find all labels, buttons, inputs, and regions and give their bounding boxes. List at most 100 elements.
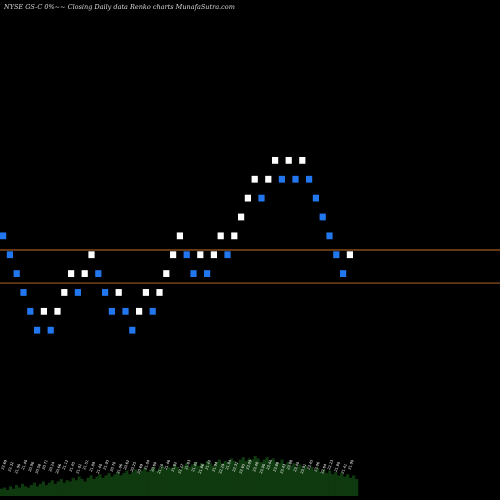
- volume-date-label: 22.23: [327, 459, 334, 470]
- volume-bar: [134, 469, 138, 496]
- renko-brick: [170, 251, 177, 259]
- volume-bar: [289, 465, 293, 496]
- volume-bar: [307, 469, 311, 496]
- volume-bar: [113, 474, 117, 496]
- volume-bar: [122, 472, 126, 496]
- volume-bar: [205, 460, 210, 496]
- volume-bar: [268, 460, 272, 496]
- volume-date-label: 22.27: [177, 463, 184, 474]
- renko-brick: [265, 175, 272, 183]
- renko-bricks: [0, 156, 353, 334]
- volume-bar: [140, 470, 144, 496]
- volume-bar: [235, 463, 239, 496]
- volume-date-label: 20.62: [123, 459, 130, 470]
- volume-bar: [295, 466, 299, 496]
- volume-bar: [226, 462, 230, 496]
- volume-bar: [26, 487, 31, 496]
- volume-bar: [101, 477, 105, 496]
- volume-bar: [47, 482, 51, 496]
- renko-brick: [333, 251, 340, 259]
- volume-date-label: 20.69: [137, 463, 145, 475]
- volume-bar: [155, 470, 159, 496]
- volume-bar: [211, 465, 215, 496]
- volume-date-label: 23.43: [279, 463, 286, 474]
- volume-bar: [38, 483, 42, 496]
- volume-date-label: 23.40: [293, 461, 301, 473]
- volume-bar: [95, 476, 99, 496]
- volume-bar: [92, 479, 96, 496]
- renko-brick: [224, 251, 231, 259]
- volume-date-label: 20.25: [130, 461, 137, 472]
- volume-bar: [190, 464, 195, 496]
- volume-bar: [62, 482, 66, 496]
- renko-brick: [285, 156, 292, 164]
- volume-bar: [65, 480, 69, 496]
- renko-brick: [204, 270, 211, 277]
- volume-bar: [149, 469, 153, 496]
- volume-bar: [181, 465, 186, 496]
- volume-bar: [283, 464, 287, 496]
- volume-bar: [77, 476, 81, 496]
- volume-bar: [193, 462, 198, 496]
- volume-bar: [238, 459, 242, 496]
- volume-bar: [143, 468, 147, 496]
- volume-date-label: 22.64: [320, 463, 328, 475]
- volume-bar: [241, 457, 245, 496]
- volume-bar: [259, 462, 263, 496]
- renko-brick: [346, 251, 353, 259]
- volume-bar: [68, 481, 72, 496]
- volume-bar: [319, 471, 323, 496]
- volume-bar: [250, 459, 254, 496]
- volume-bar: [20, 483, 25, 496]
- renko-brick: [61, 289, 68, 296]
- renko-brick: [0, 232, 7, 240]
- volume-bar: [125, 470, 129, 496]
- renko-brick: [231, 232, 238, 240]
- volume-bar: [196, 465, 201, 496]
- volume-bar: [104, 475, 108, 496]
- renko-brick: [102, 289, 109, 296]
- volume-bar: [2, 487, 7, 496]
- renko-brick: [40, 307, 47, 315]
- volume-date-label: 21.41: [341, 463, 348, 474]
- volume-bar: [271, 458, 275, 496]
- volume-bar: [8, 486, 13, 496]
- reference-lines: [0, 249, 500, 284]
- renko-brick: [163, 270, 170, 277]
- renko-brick: [108, 307, 115, 315]
- volume-bar: [11, 488, 16, 496]
- volume-bar: [220, 463, 224, 496]
- renko-brick: [156, 289, 163, 296]
- volume-bar: [229, 458, 233, 496]
- renko-brick: [129, 326, 136, 334]
- volume-date-label: 23.06: [313, 461, 321, 473]
- volume-bar: [14, 485, 19, 496]
- volume-bar: [265, 457, 269, 496]
- chart-title: NYSE GS-C 0%~~ Closing Daily data Renko …: [3, 3, 235, 11]
- volume-date-label: 20.98: [28, 461, 36, 473]
- volume-bar: [223, 460, 227, 496]
- volume-date-label: 22.31: [232, 461, 239, 472]
- volume-bar: [277, 463, 281, 496]
- volume-bar: [71, 477, 75, 496]
- volume-date-label: 23.44: [266, 459, 274, 471]
- volume-bar: [179, 469, 183, 496]
- renko-brick: [136, 307, 143, 315]
- volume-bar: [217, 459, 221, 496]
- volume-bar: [262, 459, 266, 496]
- volume-bar: [146, 471, 150, 496]
- volume-date-label: 21.46: [164, 459, 172, 471]
- renko-brick: [190, 270, 197, 277]
- volume-bar: [173, 464, 177, 496]
- renko-brick: [149, 307, 156, 315]
- volume-date-labels: 22.69 22.32 21.90 21.40 20.98 20.58 20.71 20.24…: [1, 459, 355, 475]
- volume-date-label: 20.60: [150, 461, 158, 473]
- renko-brick: [217, 232, 224, 240]
- volume-bar: [50, 480, 54, 496]
- volume-bar: [80, 479, 84, 496]
- renko-brick: [47, 326, 54, 334]
- volume-bar: [116, 471, 120, 496]
- volume-date-label: 21.42: [205, 459, 212, 470]
- volume-date-label: 22.65: [239, 463, 246, 474]
